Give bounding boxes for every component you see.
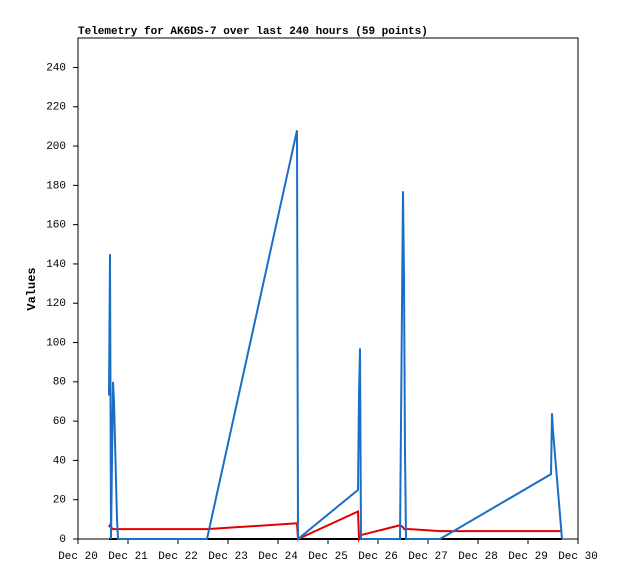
x-tick-label: Dec 21 [108, 551, 148, 563]
x-tick-label: Dec 20 [58, 551, 98, 563]
y-tick-label: 240 [46, 62, 66, 74]
y-tick-label: 220 [46, 102, 66, 114]
y-tick-label: 80 [53, 377, 66, 389]
x-tick-label: Dec 26 [358, 551, 398, 563]
x-tick-label: Dec 25 [308, 551, 348, 563]
y-tick-label: 20 [53, 495, 66, 507]
y-tick-label: 40 [53, 455, 66, 467]
series-line [108, 509, 562, 543]
y-tick-label: 160 [46, 220, 66, 232]
y-tick-label: 140 [46, 259, 66, 271]
x-tick-label: Dec 29 [508, 551, 548, 563]
x-tick-label: Dec 22 [158, 551, 198, 563]
y-tick-label: 120 [46, 298, 66, 310]
x-tick-label: Dec 23 [208, 551, 248, 563]
plot-frame [77, 37, 579, 540]
x-tick-label: Dec 30 [558, 551, 598, 563]
y-tick-label: 60 [53, 416, 66, 428]
y-tick-label: 0 [59, 534, 66, 546]
y-tick-label: 100 [46, 337, 66, 349]
y-tick-label: 180 [46, 180, 66, 192]
chart-title: Telemetry for AK6DS-7 over last 240 hour… [78, 26, 428, 38]
series-line [108, 130, 563, 542]
x-tick-label: Dec 24 [258, 551, 298, 563]
x-tick-label: Dec 28 [458, 551, 498, 563]
y-axis-label: Values [25, 267, 39, 310]
x-tick-label: Dec 27 [408, 551, 448, 563]
y-tick-label: 200 [46, 141, 66, 153]
